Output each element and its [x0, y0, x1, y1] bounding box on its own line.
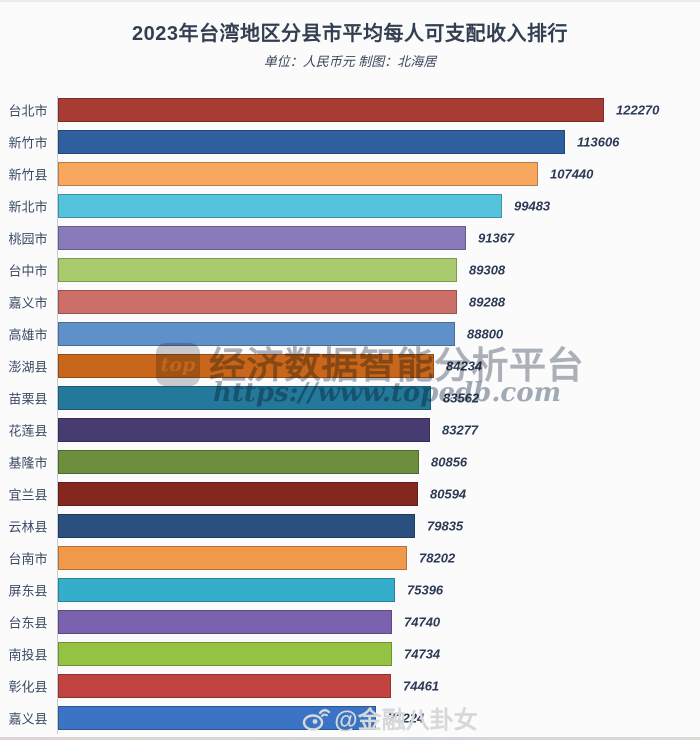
weibo-icon	[303, 709, 331, 731]
bar-row: 台南市 78202	[0, 542, 700, 574]
bar	[58, 674, 391, 698]
value-label: 83277	[442, 422, 479, 438]
bar	[58, 546, 407, 570]
bar-row: 新竹市 113606	[0, 126, 700, 158]
category-label: 苗栗县	[8, 391, 48, 407]
bar-row: 澎湖县 84234	[0, 350, 700, 382]
bar-row: 新北市 99483	[0, 190, 700, 222]
bottom-watermark: @金融八卦女	[80, 700, 700, 735]
value-label: 71224	[388, 710, 425, 726]
bar	[58, 162, 538, 186]
category-label: 新北市	[8, 199, 48, 215]
category-label: 新竹县	[8, 167, 48, 183]
bar	[58, 194, 502, 218]
category-label: 高雄市	[8, 327, 48, 343]
bar-row: 花莲县 83277	[0, 414, 700, 446]
bar	[58, 258, 457, 282]
value-label: 84234	[446, 358, 483, 374]
bar-row: 台中市 89308	[0, 254, 700, 286]
value-label: 79835	[427, 518, 464, 534]
bar-row: 嘉义市 89288	[0, 286, 700, 318]
category-label: 花莲县	[8, 423, 48, 439]
bar	[58, 642, 392, 666]
bar-row: 屏东县 75396	[0, 574, 700, 606]
value-label: 83562	[443, 390, 480, 406]
category-label: 台北市	[8, 103, 48, 119]
value-label: 74461	[403, 678, 440, 694]
bar-row: 高雄市 88800	[0, 318, 700, 350]
bar-row: 彰化县 74461	[0, 670, 700, 702]
category-label: 南投县	[8, 647, 48, 663]
category-label: 澎湖县	[8, 359, 48, 375]
value-label: 122270	[616, 102, 660, 118]
value-label: 89308	[469, 262, 506, 278]
value-label: 99483	[514, 198, 551, 214]
category-label: 宜兰县	[8, 487, 48, 503]
bar-row: 云林县 79835	[0, 510, 700, 542]
category-label: 台南市	[8, 551, 48, 567]
bar	[58, 98, 604, 122]
category-label: 新竹市	[8, 135, 48, 151]
bar-row: 南投县 74734	[0, 638, 700, 670]
value-label: 88800	[467, 326, 504, 342]
bar-row: 基隆市 80856	[0, 446, 700, 478]
bar	[58, 610, 392, 634]
value-label: 113606	[577, 134, 620, 150]
value-label: 89288	[469, 294, 506, 310]
bar	[58, 578, 395, 602]
value-label: 91367	[478, 230, 515, 246]
category-label: 嘉义市	[8, 295, 48, 311]
y-axis-line	[57, 96, 58, 734]
value-label: 80594	[430, 486, 467, 502]
bar	[58, 450, 419, 474]
bar-row: 苗栗县 83562	[0, 382, 700, 414]
bar	[58, 482, 418, 506]
value-label: 107440	[550, 166, 594, 182]
category-label: 台东县	[8, 615, 48, 631]
bar	[58, 354, 434, 378]
category-label: 彰化县	[8, 679, 48, 695]
category-label: 基隆市	[8, 455, 48, 471]
bar	[58, 226, 466, 250]
chart-title: 2023年台湾地区分县市平均每人可支配收入排行	[132, 23, 568, 45]
bar	[58, 514, 415, 538]
bar-row: 台北市 122270	[0, 94, 700, 126]
value-label: 78202	[419, 550, 456, 566]
category-label: 台中市	[8, 263, 48, 279]
bottom-watermark-text: @金融八卦女	[334, 707, 478, 734]
bar	[58, 322, 455, 346]
value-label: 74734	[404, 646, 441, 662]
bar-row: 新竹县 107440	[0, 158, 700, 190]
bar	[58, 386, 431, 410]
bar-row: 宜兰县 80594	[0, 478, 700, 510]
value-label: 80856	[431, 454, 468, 470]
chart: 台北市 122270 新竹市 113606 新竹县 107440 新北市 994…	[0, 94, 700, 738]
category-label: 屏东县	[8, 583, 48, 599]
category-label: 云林县	[8, 519, 48, 535]
bar-row: 桃园市 91367	[0, 222, 700, 254]
chart-subtitle: 单位：人民币元 制图：北海居	[263, 54, 437, 69]
value-label: 74740	[404, 614, 441, 630]
value-label: 75396	[407, 582, 444, 598]
bar	[58, 418, 430, 442]
bar	[58, 130, 565, 154]
bar-row: 台东县 74740	[0, 606, 700, 638]
category-label: 嘉义县	[8, 711, 48, 727]
bar	[58, 290, 457, 314]
category-label: 桃园市	[8, 231, 48, 247]
bottom-edge-strip	[0, 737, 700, 740]
